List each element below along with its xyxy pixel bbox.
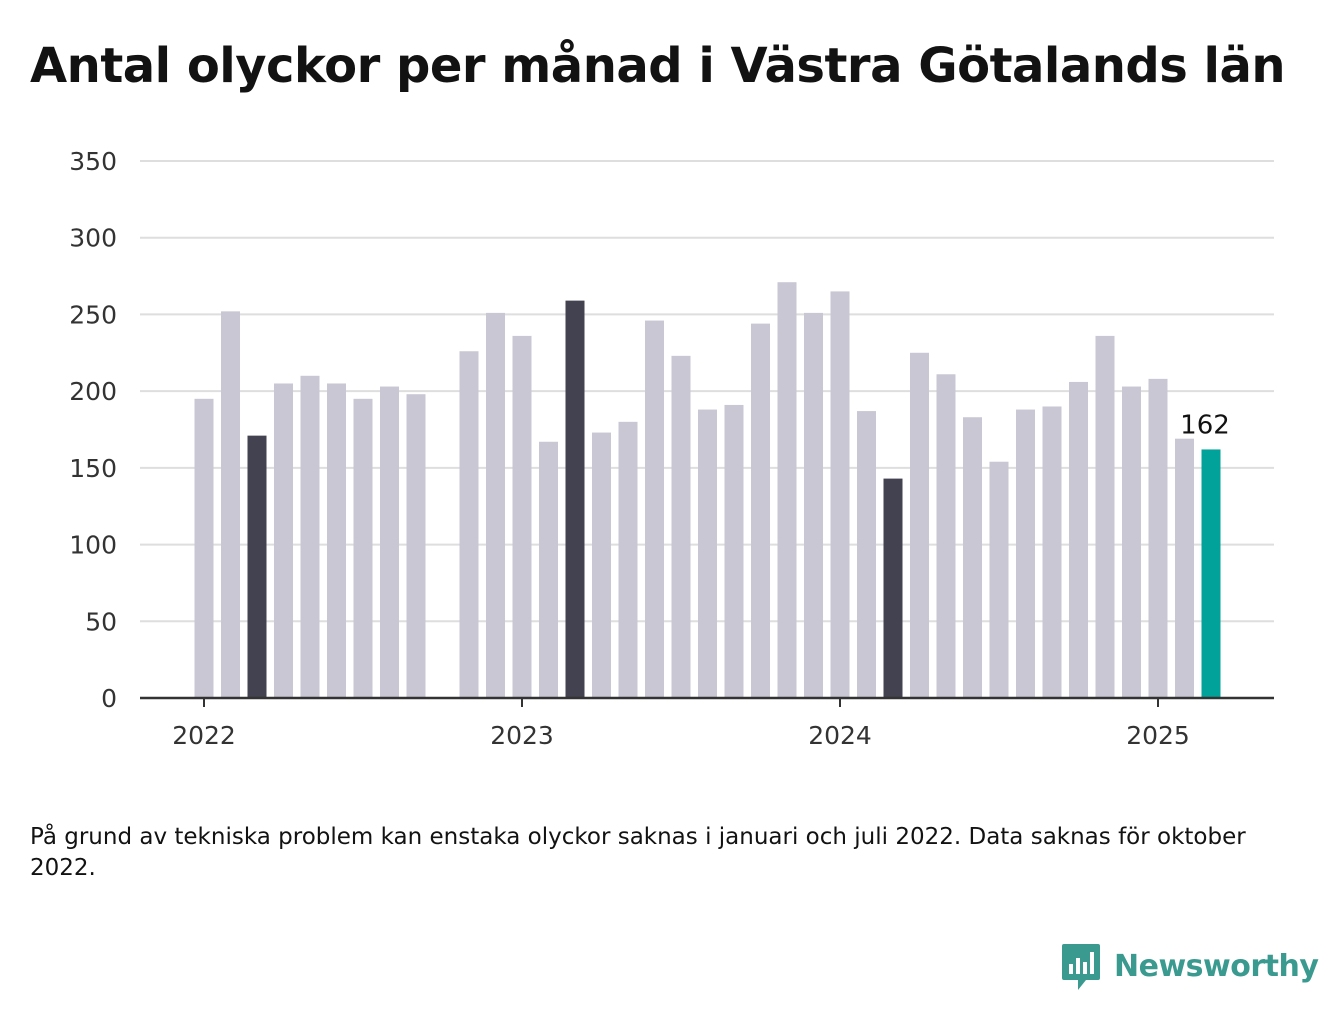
bar xyxy=(512,335,532,698)
bar xyxy=(1122,386,1141,698)
y-tick-label: 100 xyxy=(69,531,117,560)
bar xyxy=(459,351,479,698)
bar xyxy=(963,417,982,698)
bar xyxy=(777,282,797,698)
bar xyxy=(883,478,903,698)
newsworthy-logo-icon xyxy=(1062,944,1100,990)
bar xyxy=(300,375,320,698)
bar-chart: 0 50 100 150 200 250 300 350 2022 2023 2024 2025 1… xyxy=(69,147,1274,750)
x-tick-label: 2023 xyxy=(490,721,554,750)
bar xyxy=(1175,438,1194,698)
bar xyxy=(194,398,214,698)
bar xyxy=(565,300,585,698)
y-tick-label: 150 xyxy=(69,454,117,483)
bar xyxy=(592,432,611,698)
bar xyxy=(751,323,770,698)
bar xyxy=(857,411,876,698)
y-tick-label: 50 xyxy=(85,607,117,636)
y-tick-label: 0 xyxy=(101,684,117,713)
x-tick-label: 2024 xyxy=(808,721,872,750)
bar xyxy=(539,441,558,698)
chart-title: Antal olyckor per månad i Västra Götalan… xyxy=(30,38,1286,94)
x-axis: 2022 2023 2024 2025 xyxy=(140,696,1274,750)
bars xyxy=(194,282,1221,698)
footnote: På grund av tekniska problem kan enstaka… xyxy=(30,824,1246,881)
bar xyxy=(1095,335,1115,698)
bar xyxy=(1201,449,1221,698)
bar xyxy=(671,355,691,698)
brand-logo[interactable]: Newsworthy xyxy=(1060,938,1319,994)
y-axis-labels: 0 50 100 150 200 250 300 350 xyxy=(69,147,117,713)
bar xyxy=(910,352,929,698)
bar xyxy=(645,320,664,698)
bar xyxy=(406,394,426,698)
y-tick-label: 300 xyxy=(69,224,117,253)
bar xyxy=(1148,378,1168,698)
brand-name: Newsworthy xyxy=(1114,948,1319,984)
data-labels: 162 xyxy=(1180,410,1230,440)
bar xyxy=(830,291,850,698)
y-tick-label: 350 xyxy=(69,147,117,176)
bar xyxy=(221,311,240,698)
bar xyxy=(380,386,399,698)
data-label: 162 xyxy=(1180,410,1230,440)
bar xyxy=(327,383,346,698)
bar xyxy=(989,461,1009,698)
bar xyxy=(274,383,293,698)
y-tick-label: 200 xyxy=(69,377,117,406)
bar xyxy=(804,312,823,698)
x-tick-label: 2025 xyxy=(1126,721,1190,750)
x-tick-label: 2022 xyxy=(172,721,236,750)
bar xyxy=(486,312,505,698)
bar xyxy=(724,404,744,698)
bar xyxy=(1042,406,1062,698)
bar xyxy=(618,421,638,698)
y-tick-label: 250 xyxy=(69,300,117,329)
bar xyxy=(698,409,717,698)
bar xyxy=(936,374,956,698)
bar xyxy=(353,398,373,698)
bar xyxy=(1069,381,1088,698)
bar xyxy=(1016,409,1035,698)
bar xyxy=(247,435,267,698)
